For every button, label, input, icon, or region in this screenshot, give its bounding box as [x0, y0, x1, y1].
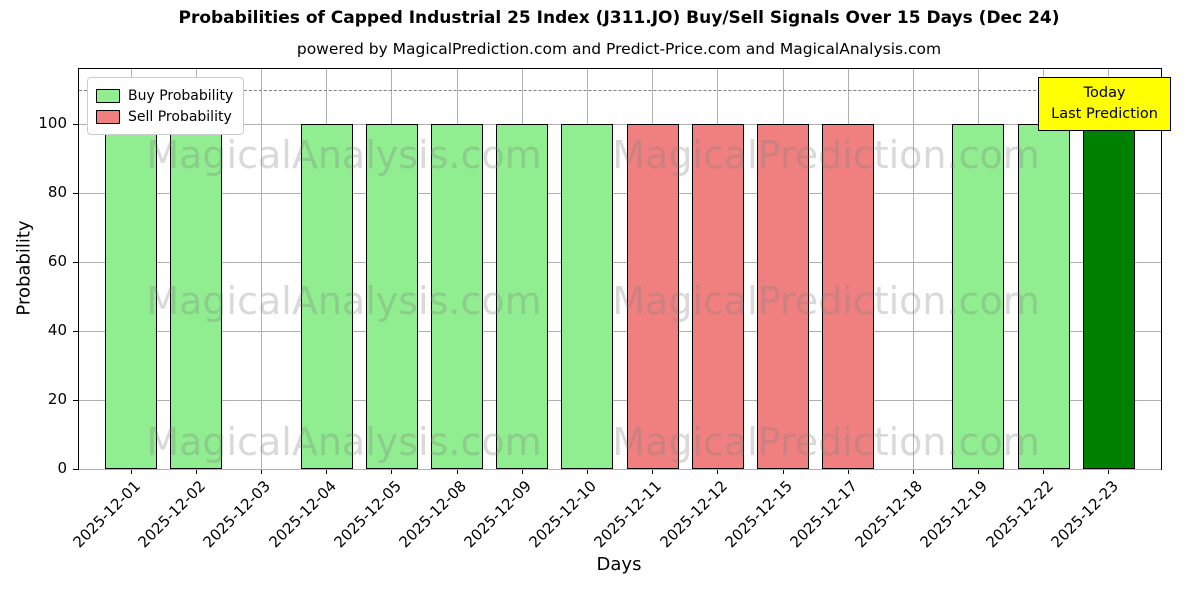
- x-tick-label-text: 2025-12-11: [590, 477, 666, 552]
- x-tick-mark: [195, 469, 197, 474]
- watermark-text: MagicalAnalysis.com: [146, 133, 542, 177]
- x-tick-mark: [847, 469, 849, 474]
- bar: [1017, 124, 1070, 469]
- x-tick-mark: [521, 469, 523, 474]
- x-tick-label-text: 2025-12-10: [525, 477, 601, 552]
- x-tick-mark: [912, 469, 914, 474]
- x-tick-label-text: 2025-12-03: [199, 477, 275, 552]
- threshold-dashed-line: [79, 89, 1161, 91]
- y-tick-label: 0: [57, 459, 67, 477]
- x-tick-label-text: 2025-12-12: [656, 477, 731, 552]
- x-tick-label-text: 2025-12-02: [134, 477, 210, 552]
- watermark-text: MagicalAnalysis.com: [146, 420, 542, 464]
- x-tick-mark: [391, 469, 393, 474]
- bar: [691, 124, 744, 469]
- bar: [105, 124, 158, 469]
- x-tick-label-text: 2025-12-01: [69, 477, 144, 552]
- bar: [496, 124, 549, 469]
- x-tick-mark: [782, 469, 784, 474]
- x-tick-mark: [586, 469, 588, 474]
- gridline-vertical: [261, 69, 262, 469]
- chart-subtitle: powered by MagicalPrediction.com and Pre…: [296, 40, 942, 58]
- watermark-text: MagicalPrediction.com: [612, 420, 1040, 464]
- legend-item-sell: Sell Probability: [96, 106, 233, 127]
- bar: [365, 124, 418, 469]
- bar: [756, 124, 809, 469]
- x-tick-mark: [130, 469, 132, 474]
- bar: [626, 124, 679, 469]
- x-tick-mark: [326, 469, 328, 474]
- gridline-horizontal: [79, 331, 1161, 333]
- y-tick-mark: [73, 192, 79, 194]
- plot-area: Buy Probability Sell Probability Today L…: [38, 68, 1171, 551]
- bar: [300, 124, 353, 469]
- x-tick-mark: [1108, 469, 1110, 474]
- y-tick-mark: [73, 330, 79, 332]
- buy-swatch-icon: [96, 88, 120, 103]
- y-tick-mark: [73, 468, 79, 470]
- x-tick-label-text: 2025-12-09: [460, 477, 535, 552]
- gridline-horizontal: [79, 469, 1161, 470]
- legend-label-sell: Sell Probability: [128, 108, 232, 125]
- x-tick-label-text: 2025-12-15: [721, 477, 796, 552]
- legend-item-buy: Buy Probability: [96, 85, 233, 106]
- x-tick-label-text: 2025-12-22: [982, 477, 1057, 552]
- bar: [822, 124, 875, 469]
- x-tick-mark: [1043, 469, 1045, 474]
- bar: [952, 124, 1005, 469]
- gridline-horizontal: [79, 124, 1161, 126]
- bar: [561, 124, 614, 469]
- x-tick-label-text: 2025-12-17: [786, 477, 861, 552]
- y-tick-label: 100: [38, 114, 67, 133]
- y-tick-label: 20: [47, 390, 67, 408]
- today-annotation: Today Last Prediction: [1038, 77, 1171, 132]
- bar: [170, 124, 223, 469]
- x-tick-label-text: 2025-12-23: [1047, 477, 1122, 552]
- x-tick-mark: [717, 469, 719, 474]
- x-tick-label-text: 2025-12-19: [916, 477, 992, 552]
- y-tick-label: 40: [47, 321, 67, 340]
- watermark-text: MagicalPrediction.com: [612, 133, 1040, 177]
- gridline-horizontal: [79, 400, 1161, 401]
- x-tick-label-text: 2025-12-04: [265, 477, 340, 552]
- today-annotation-line2: Last Prediction: [1051, 106, 1158, 123]
- legend: Buy Probability Sell Probability: [87, 77, 245, 135]
- x-tick-mark: [978, 469, 979, 474]
- sell-swatch-icon: [96, 109, 120, 124]
- bar: [1082, 124, 1135, 469]
- bar: [431, 124, 484, 469]
- y-tick-mark: [73, 399, 79, 401]
- x-tick-label-text: 2025-12-18: [851, 477, 927, 552]
- y-tick-label: 60: [47, 252, 67, 271]
- legend-label-buy: Buy Probability: [128, 87, 234, 104]
- today-annotation-line1: Today: [1083, 85, 1126, 101]
- x-tick-mark: [261, 469, 262, 474]
- watermark-text: MagicalAnalysis.com: [146, 279, 542, 323]
- gridline-vertical: [912, 69, 914, 469]
- watermark-text: MagicalPrediction.com: [612, 279, 1040, 323]
- x-tick-label-text: 2025-12-08: [395, 477, 470, 552]
- x-tick-mark: [456, 469, 458, 474]
- gridline-horizontal: [79, 193, 1161, 195]
- chart-title: Probabilities of Capped Industrial 25 In…: [178, 8, 1060, 28]
- y-tick-mark: [73, 261, 79, 263]
- y-tick-label: 80: [47, 183, 67, 202]
- x-tick-mark: [652, 469, 654, 474]
- x-axis-label: Days: [596, 554, 642, 575]
- x-tick-label-text: 2025-12-05: [330, 477, 405, 552]
- gridline-horizontal: [79, 262, 1161, 264]
- y-tick-mark: [73, 123, 79, 125]
